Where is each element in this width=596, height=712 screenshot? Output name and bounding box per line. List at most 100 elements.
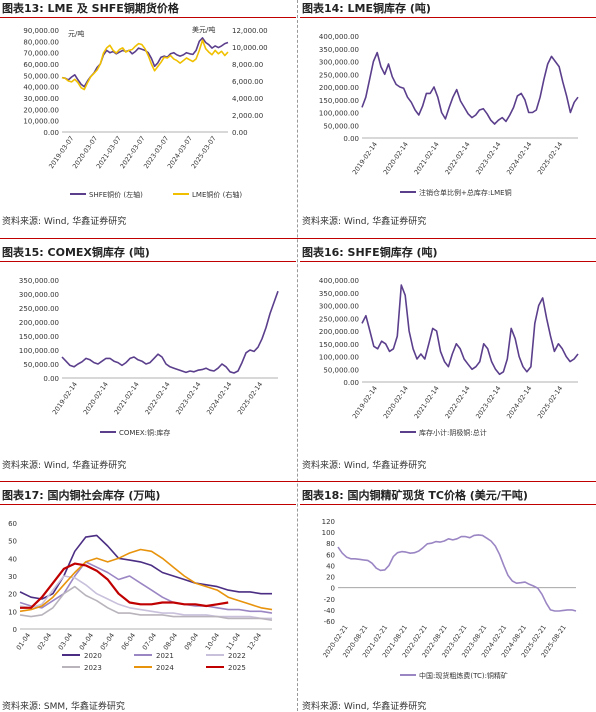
x-tick-label: 02-04 <box>36 632 53 652</box>
y-tick-label: 40 <box>326 562 335 570</box>
chart-title: 图表18: 国内铜精矿现货 TC价格 (美元/干吨) <box>300 487 596 505</box>
chart-source: 资料来源: SMM, 华鑫证券研究 <box>2 702 125 712</box>
y-tick-label: 60 <box>326 551 335 559</box>
column-separator <box>297 0 298 711</box>
legend-label: 2022 <box>228 652 246 660</box>
y-tick-label: 0 <box>331 585 335 593</box>
x-tick-label: 2024-02-14 <box>505 141 533 177</box>
panel-shfe-inventory: 图表16: SHFE铜库存 (吨) 400,000.00 350,000.00 30… <box>300 244 596 481</box>
panel-domestic-social-inventory: 图表17: 国内铜社会库存 (万吨) 60 50 40 30 20 10 0 01-04 02-… <box>0 487 296 712</box>
x-tick-label: 2019-02-14 <box>351 141 379 177</box>
legend-label: 2020 <box>84 652 102 660</box>
y-tick-label: 0.00 <box>43 375 59 383</box>
x-tick-label: 2021-02-14 <box>413 385 441 421</box>
x-tick-label: 2019-02-14 <box>351 385 379 421</box>
x-tick-label: 2025-03-07 <box>190 135 218 171</box>
x-tick-label: 2021-02-14 <box>113 381 141 417</box>
left-axis-unit: 元/吨 <box>68 29 84 38</box>
series-line <box>19 585 273 621</box>
x-tick-label: 12-04 <box>246 632 263 652</box>
x-tick-label: 01-04 <box>15 632 32 652</box>
x-tick-label: 07-04 <box>141 632 158 652</box>
series-line <box>361 51 579 125</box>
y-tick-label: 300,000.00 <box>19 291 59 299</box>
y-tick-label: 50,000.00 <box>23 361 59 369</box>
chart-source: 资料来源: Wind, 华鑫证券研究 <box>302 702 427 712</box>
x-tick-label: 2022-02-14 <box>443 141 471 177</box>
x-tick-label: 04-04 <box>78 632 95 652</box>
y-tick-label: 20 <box>326 574 335 582</box>
legend-label: 2024 <box>156 664 174 672</box>
x-tick-label: 2022-02-14 <box>443 385 471 421</box>
chart-title: 图表13: LME 及 SHFE铜期货价格 <box>0 0 296 18</box>
y-tick-label: 70,000.00 <box>23 50 59 58</box>
legend-label: 2021 <box>156 652 174 660</box>
chart-source: 资料来源: Wind, 华鑫证券研究 <box>2 217 127 227</box>
y-tick-label: 350,000.00 <box>319 46 359 54</box>
x-tick-label: 2023-02-14 <box>474 141 502 177</box>
x-tick-label: 2025-02-14 <box>536 385 564 421</box>
chart-title: 图表14: LME铜库存 (吨) <box>300 0 596 18</box>
legend-label: LME铜价 (右轴) <box>192 190 242 199</box>
x-tick-label: 08-04 <box>162 632 179 652</box>
chart-c17: 60 50 40 30 20 10 001-04 02-04 03-04 04-04 05-04 06… <box>8 520 273 672</box>
y-tick-label: 300,000.00 <box>319 303 359 311</box>
x-tick-label: 05-04 <box>99 632 116 652</box>
x-tick-label: 10-04 <box>204 632 221 652</box>
y-tick-label: 50,000.00 <box>323 122 359 130</box>
y-tick-label: 250,000.00 <box>319 71 359 79</box>
x-tick-label: 2023-02-14 <box>174 381 202 417</box>
y-tick-label: 100 <box>322 529 335 537</box>
chart-source: 资料来源: Wind, 华鑫证券研究 <box>302 461 427 471</box>
y-tick-label: 60,000.00 <box>23 61 59 69</box>
legend-label: 注销仓单比例+总库存:LME铜 <box>419 188 512 197</box>
y-tick-label: 50 <box>8 538 17 546</box>
x-tick-label: 2024-02-14 <box>205 381 233 417</box>
y-tick-label: 400,000.00 <box>319 33 359 41</box>
y-tick-label: 200,000.00 <box>319 328 359 336</box>
x-tick-label: 2024-02-14 <box>505 385 533 421</box>
y-tick-label: 150,000.00 <box>319 97 359 105</box>
y-tick-label: 60 <box>8 520 17 528</box>
series-line <box>61 37 229 88</box>
x-tick-label: 2022-02-14 <box>143 381 171 417</box>
y2-tick-label: 12,000.00 <box>232 27 268 35</box>
y-tick-label: 20 <box>8 591 17 599</box>
y-tick-label: 250,000.00 <box>19 305 59 313</box>
y-tick-label: 350,000.00 <box>319 290 359 298</box>
y-tick-label: 120 <box>322 518 335 526</box>
x-tick-label: 2025-02-14 <box>536 141 564 177</box>
y-tick-label: 10 <box>8 608 17 616</box>
chart-title: 图表17: 国内铜社会库存 (万吨) <box>0 487 296 505</box>
y-tick-label: -60 <box>324 618 335 626</box>
x-tick-label: 09-04 <box>183 632 200 652</box>
y-tick-label: 300,000.00 <box>319 59 359 67</box>
x-tick-label: 2020-02-14 <box>82 381 110 417</box>
y2-tick-label: 8,000.00 <box>232 61 263 69</box>
y-tick-label: 150,000.00 <box>19 333 59 341</box>
y-tick-label: 0 <box>13 626 17 634</box>
y-tick-label: 200,000.00 <box>19 319 59 327</box>
chart-title: 图表15: COMEX铜库存 (吨) <box>0 244 296 262</box>
legend-label: 2023 <box>84 664 102 672</box>
row-separator <box>0 481 596 482</box>
y-tick-label: 10,000.00 <box>23 118 59 126</box>
y-tick-label: 40 <box>8 555 17 563</box>
chart-c14: 400,000.00 350,000.00 300,000.00 250,000.00… <box>319 33 579 197</box>
panel-copper-tc-price: 图表18: 国内铜精矿现货 TC价格 (美元/干吨) 120 100 80 60 40 2… <box>300 487 596 712</box>
y-tick-label: 90,000.00 <box>23 27 59 35</box>
y-tick-label: 50,000.00 <box>323 366 359 374</box>
chart-c13: 90,000.00 80,000.00 70,000.00 60,000.00 50,0… <box>23 25 268 199</box>
y-tick-label: 150,000.00 <box>319 341 359 349</box>
series-line <box>61 39 229 91</box>
chart-source: 资料来源: Wind, 华鑫证券研究 <box>2 461 127 471</box>
y-tick-label: 350,000.00 <box>19 277 59 285</box>
right-axis-unit: 美元/吨 <box>192 25 215 34</box>
chart-c15: 350,000.00 300,000.00 250,000.00 200,000.00… <box>19 277 279 437</box>
x-tick-label: 11-04 <box>225 632 242 652</box>
y-tick-label: 200,000.00 <box>319 84 359 92</box>
y-tick-label: 100,000.00 <box>319 354 359 362</box>
series-line <box>19 548 273 613</box>
y2-tick-label: 0.00 <box>232 129 248 137</box>
y-tick-label: 250,000.00 <box>319 315 359 323</box>
